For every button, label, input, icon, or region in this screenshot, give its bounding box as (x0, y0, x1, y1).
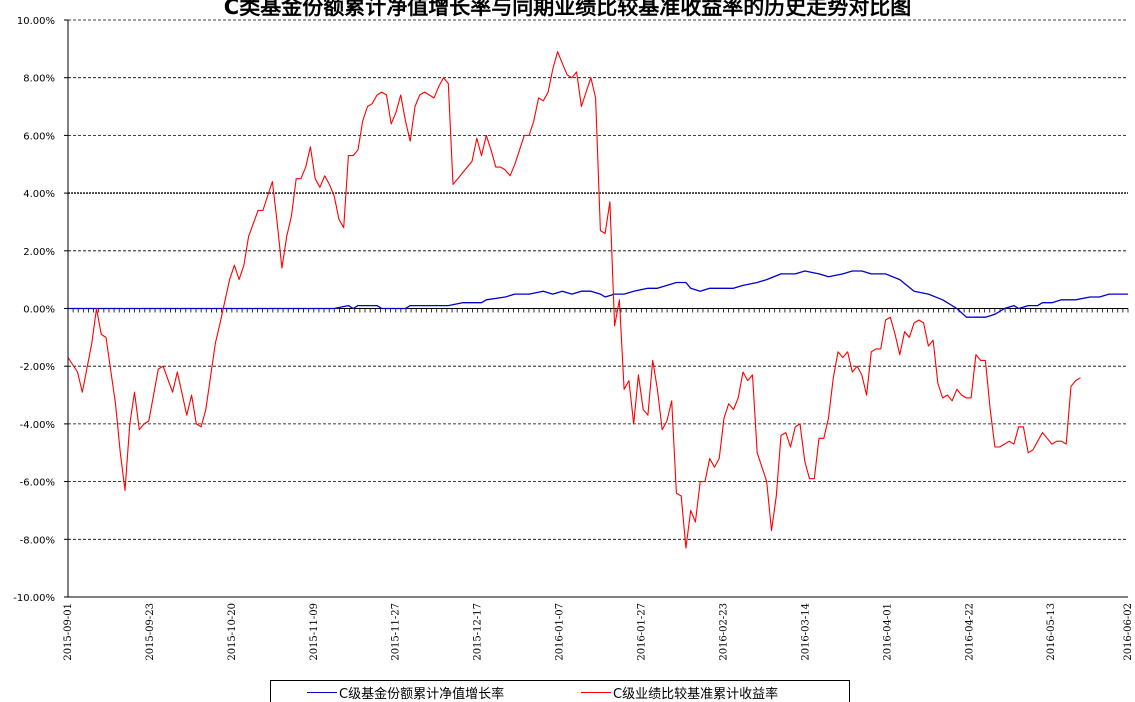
x-tick-label: 2016-04-22 (964, 603, 975, 661)
y-tick-label: 8.00% (23, 74, 55, 85)
x-axis-tick-labels: 2015-09-01 2015-09-23 2015-10-20 2015-11-09… (63, 603, 1134, 661)
legend-item-benchmark: C级业绩比较基准累计收益率 (581, 683, 779, 702)
series-lines (67, 51, 1128, 549)
x-tick-label: 2015-10-20 (227, 603, 238, 661)
y-axis-tick-labels: 10.00% 8.00% 6.00% 4.00% 2.00% 0.00% -2.00% -4.… (13, 16, 68, 604)
x-axis-minor-ticks (67, 308, 1129, 313)
x-tick-label: 2016-05-13 (1046, 603, 1057, 661)
y-tick-label: 2.00% (23, 247, 55, 258)
legend-swatch-red (581, 691, 611, 693)
y-tick-label: -8.00% (20, 535, 55, 546)
y-tick-label: -10.00% (13, 593, 55, 604)
x-tick-label: 2016-04-01 (882, 603, 893, 661)
x-tick-label: 2015-11-27 (391, 603, 402, 661)
x-tick-label: 2015-09-23 (145, 603, 156, 661)
chart-title: C类基金份额累计净值增长率与同期业绩比较基准收益率的历史走势对比图 (223, 0, 912, 19)
x-tick-label: 2016-03-14 (800, 603, 811, 661)
y-tick-label: 0.00% (23, 305, 55, 316)
y-tick-label: -6.00% (20, 478, 55, 489)
legend: C级基金份额累计净值增长率 C级业绩比较基准累计收益率 (270, 680, 850, 702)
x-tick-label: 2016-01-27 (637, 603, 648, 661)
series-line-nav (68, 270, 1128, 318)
y-tick-label: 6.00% (23, 131, 55, 142)
x-tick-label: 2015-12-17 (473, 603, 484, 661)
x-tick-label: 2015-11-09 (309, 603, 320, 661)
legend-label-benchmark: C级业绩比较基准累计收益率 (613, 686, 779, 702)
legend-label-nav: C级基金份额累计净值增长率 (339, 686, 505, 702)
x-tick-label: 2016-02-23 (718, 603, 729, 661)
legend-swatch-blue (307, 691, 337, 693)
legend-item-nav: C级基金份额累计净值增长率 (307, 683, 505, 702)
x-tick-label: 2015-09-01 (63, 603, 74, 661)
grid-lines (68, 19, 1128, 540)
y-tick-label: 10.00% (17, 16, 55, 27)
series-line-benchmark (67, 51, 1081, 549)
y-tick-label: -2.00% (20, 362, 55, 373)
y-tick-label: -4.00% (20, 420, 55, 431)
y-tick-label: 4.00% (23, 189, 55, 200)
chart-plot: 10.00% 8.00% 6.00% 4.00% 2.00% 0.00% -2.00% -4.… (13, 16, 1134, 661)
x-tick-label: 2016-01-07 (555, 603, 566, 661)
x-tick-label: 2016-06-02 (1123, 603, 1134, 661)
